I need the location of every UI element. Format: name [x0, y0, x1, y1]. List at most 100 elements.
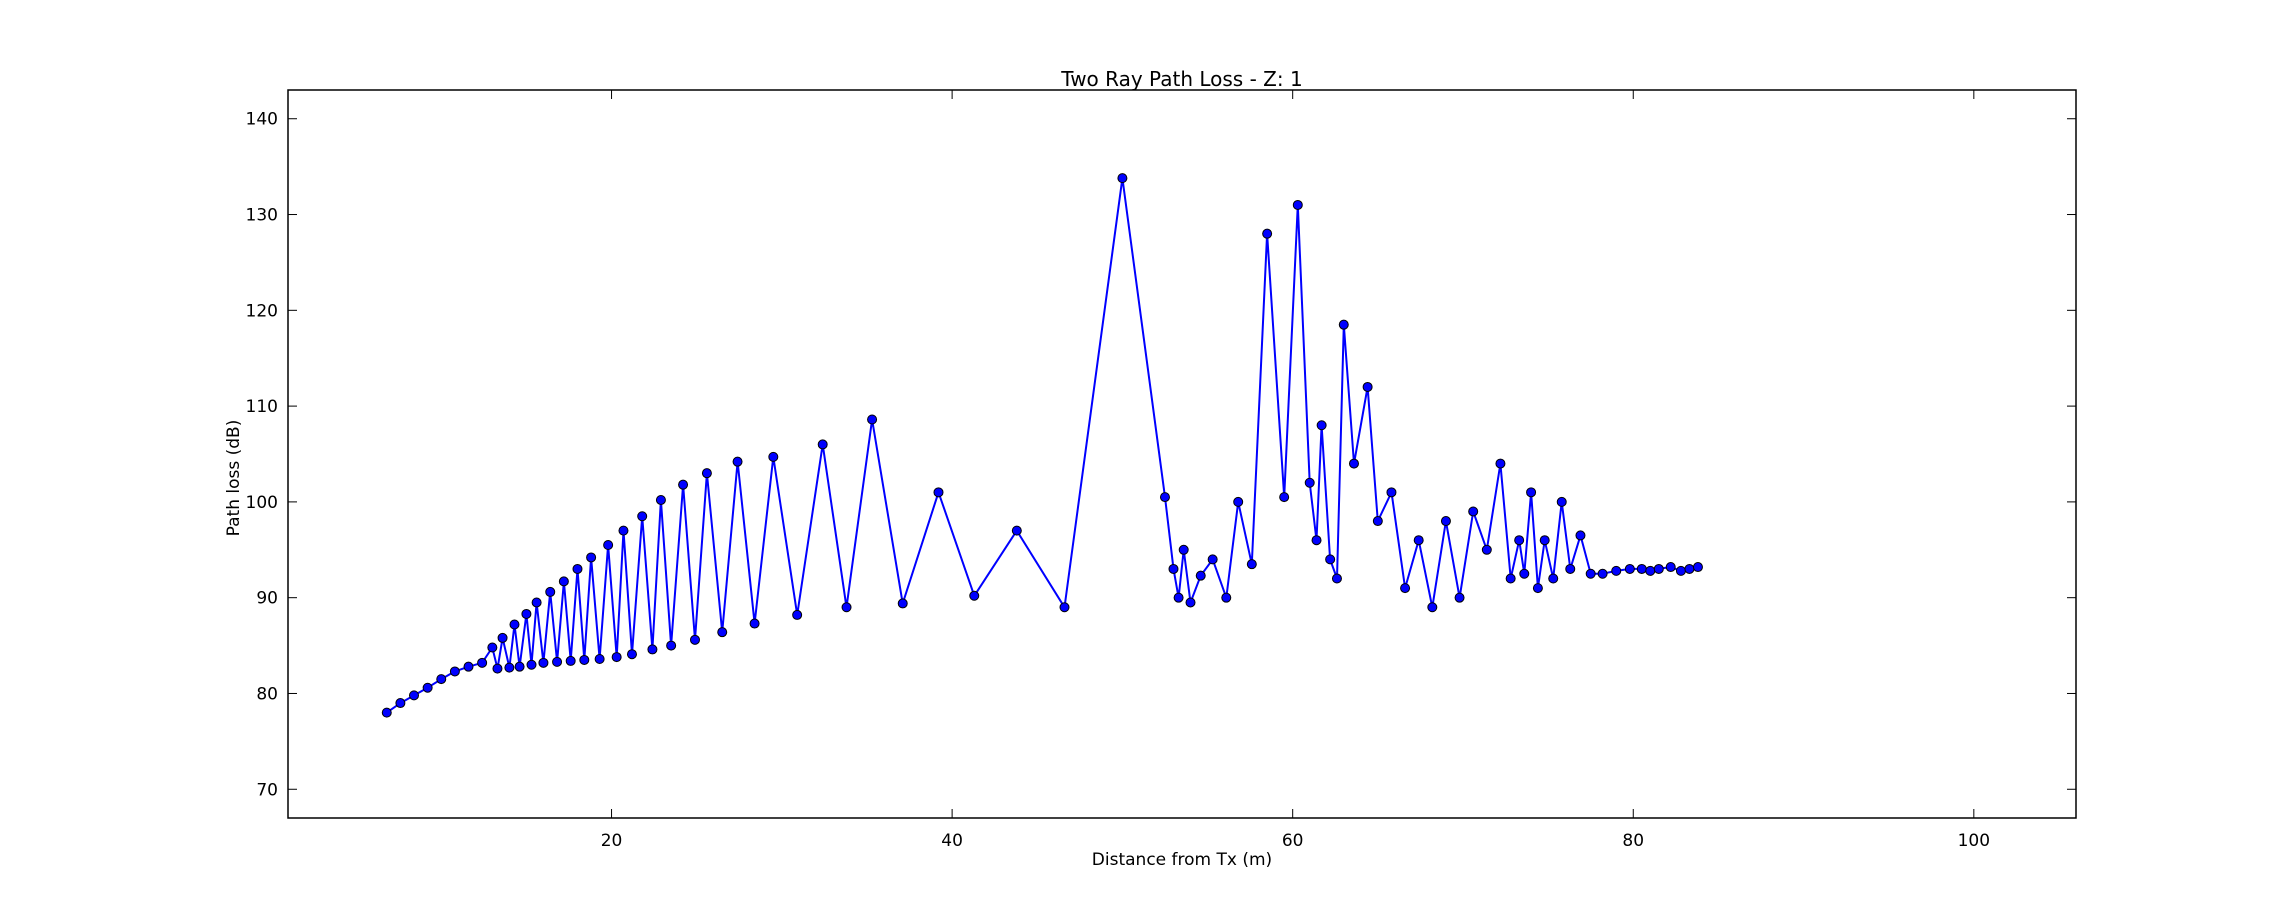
- x-tick-label: 60: [1282, 831, 1304, 851]
- data-point: [1159, 492, 1170, 503]
- data-point: [1636, 563, 1647, 574]
- data-point: [1207, 554, 1218, 565]
- data-point: [1325, 554, 1336, 565]
- data-point: [463, 661, 474, 672]
- x-tick-label: 80: [1622, 831, 1644, 851]
- data-point: [1279, 492, 1290, 503]
- data-point: [1233, 496, 1244, 507]
- data-point: [1304, 477, 1315, 488]
- y-tick-label: 140: [246, 110, 278, 130]
- y-tick-label: 120: [246, 301, 278, 321]
- data-point: [579, 654, 590, 665]
- data-point: [436, 674, 447, 685]
- data-point: [1519, 568, 1530, 579]
- data-point: [492, 663, 503, 674]
- data-point: [1684, 563, 1695, 574]
- data-point: [1246, 559, 1257, 570]
- data-point: [1532, 583, 1543, 594]
- x-tick-label: 100: [1958, 831, 1990, 851]
- data-point: [897, 598, 908, 609]
- data-point: [1386, 487, 1397, 498]
- data-point: [1331, 573, 1342, 584]
- data-point: [594, 653, 605, 664]
- data-point: [1565, 563, 1576, 574]
- data-point: [1645, 565, 1656, 576]
- data-point: [749, 618, 760, 629]
- data-point: [1372, 516, 1383, 527]
- data-point: [497, 632, 508, 643]
- data-point: [1526, 487, 1537, 498]
- data-point: [1059, 602, 1070, 613]
- data-point: [395, 698, 406, 709]
- data-point: [1556, 496, 1567, 507]
- data-point: [545, 586, 556, 597]
- data-point: [768, 451, 779, 462]
- x-tick-label: 20: [601, 831, 623, 851]
- data-point: [1178, 544, 1189, 555]
- data-point: [717, 627, 728, 638]
- data-point: [1338, 319, 1349, 330]
- data-point: [689, 634, 700, 645]
- data-point: [1311, 535, 1322, 546]
- data-point: [1665, 562, 1676, 573]
- data-point: [1168, 563, 1179, 574]
- data-point: [1262, 228, 1273, 239]
- data-point: [526, 659, 537, 670]
- data-point: [477, 657, 488, 668]
- plot-frame: [287, 89, 2077, 819]
- data-point: [514, 661, 525, 672]
- data-point: [655, 494, 666, 505]
- series-line: [386, 177, 1699, 714]
- data-point: [586, 552, 597, 563]
- data-point: [1427, 602, 1438, 613]
- y-axis-title: Path loss (dB): [224, 420, 244, 537]
- data-point: [792, 609, 803, 620]
- data-point: [422, 682, 433, 693]
- data-point: [603, 540, 614, 550]
- data-point: [1454, 592, 1465, 603]
- data-point: [558, 576, 569, 587]
- data-point: [1597, 568, 1608, 579]
- data-point: [381, 707, 392, 718]
- y-tick-label: 90: [256, 589, 278, 609]
- data-point: [1514, 535, 1525, 546]
- data-point: [504, 662, 515, 673]
- data-point: [1692, 562, 1703, 573]
- data-point: [509, 619, 520, 630]
- data-point: [521, 608, 532, 619]
- data-point: [1548, 573, 1559, 584]
- plot-area: [381, 173, 1703, 718]
- y-tick-label: 70: [256, 780, 278, 800]
- data-point: [538, 657, 549, 668]
- data-point: [1221, 592, 1232, 603]
- y-tick-label: 130: [246, 206, 278, 226]
- data-point: [1400, 583, 1411, 594]
- data-point: [1653, 563, 1664, 574]
- data-point: [1481, 544, 1492, 555]
- chart-title: Two Ray Path Loss - Z: 1: [1060, 67, 1302, 91]
- y-tick-label: 80: [256, 684, 278, 704]
- data-point: [969, 590, 980, 601]
- data-point: [572, 563, 583, 574]
- data-point: [531, 597, 542, 608]
- data-point: [611, 652, 622, 663]
- data-point: [666, 640, 677, 651]
- data-point: [1117, 173, 1128, 184]
- data-point: [1575, 530, 1586, 541]
- data-point: [449, 666, 460, 677]
- data-point: [817, 439, 828, 450]
- data-point: [618, 525, 629, 536]
- data-point: [1413, 535, 1424, 546]
- y-tick-label: 100: [246, 493, 278, 513]
- data-point: [637, 511, 648, 522]
- data-point: [1348, 458, 1359, 469]
- x-tick-label: 40: [941, 831, 963, 851]
- data-point: [1611, 565, 1622, 576]
- data-point: [1185, 597, 1196, 608]
- data-point: [1675, 565, 1686, 576]
- data-point: [678, 479, 689, 490]
- data-point: [841, 602, 852, 613]
- data-point: [1195, 570, 1206, 581]
- data-point: [1495, 458, 1506, 469]
